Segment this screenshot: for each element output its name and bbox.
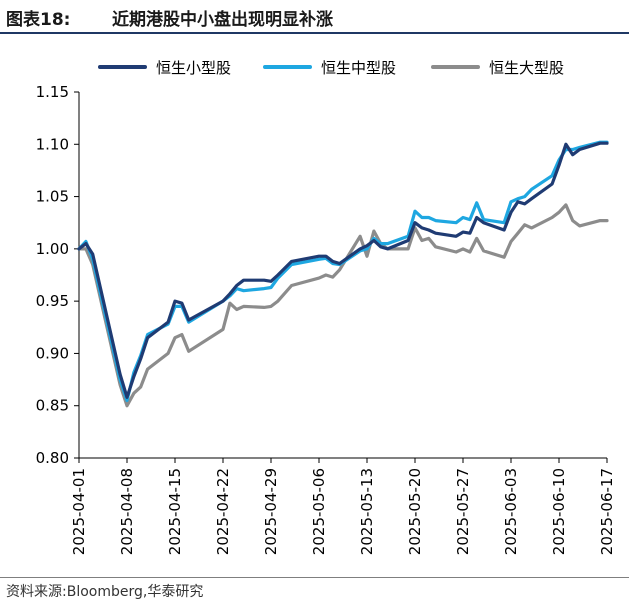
x-tick-label: 2025-05-13	[358, 468, 376, 555]
x-tick-label: 2025-04-29	[262, 468, 280, 555]
y-axis: 0.80 0.85 0.90 0.95 1.00 1.05 1.10 1.15	[36, 83, 80, 467]
x-tick-label: 2025-05-27	[454, 468, 472, 555]
y-tick-label: 0.80	[36, 449, 69, 467]
legend-item-2: 恒生大型股	[431, 59, 564, 77]
figure-title: 近期港股中小盘出现明显补涨	[112, 10, 333, 30]
y-tick-label: 1.15	[36, 83, 69, 101]
x-tick-label: 2025-05-20	[406, 468, 424, 555]
y-tick-label: 0.90	[36, 344, 69, 362]
series-line-2	[77, 203, 609, 408]
x-tick-label: 2025-04-01	[70, 468, 88, 555]
y-tick-label: 0.95	[36, 292, 69, 310]
x-tick-label: 2025-06-03	[502, 468, 520, 555]
source-note: 资料来源:Bloomberg,华泰研究	[6, 584, 204, 600]
x-tick-label: 2025-06-17	[598, 468, 616, 555]
legend-label: 恒生中型股	[321, 59, 396, 77]
series-line-0	[77, 141, 609, 399]
legend-label: 恒生小型股	[156, 59, 231, 77]
y-tick-label: 1.05	[36, 188, 69, 206]
x-axis: 2025-04-01 2025-04-08 2025-04-15 2025-04-22…	[70, 457, 616, 555]
figure-header: 图表18: 近期港股中小盘出现明显补涨	[0, 0, 629, 34]
legend-label: 恒生大型股	[489, 59, 564, 77]
y-tick-label: 0.85	[36, 397, 69, 415]
header-rule	[0, 32, 629, 34]
line-chart: 恒生小型股 恒生中型股 恒生大型股 0.80 0.85 0.90 0.95 1.00 1.05…	[36, 59, 616, 555]
x-tick-label: 2025-06-10	[550, 468, 568, 555]
plot-lines	[77, 140, 609, 408]
x-tick-label: 2025-04-08	[118, 468, 136, 555]
x-tick-label: 2025-04-22	[214, 468, 232, 555]
x-tick-label: 2025-04-15	[166, 468, 184, 555]
footer-rule	[0, 577, 629, 578]
figure-number: 图表18:	[6, 10, 71, 30]
y-tick-label: 1.00	[36, 240, 69, 258]
legend: 恒生小型股 恒生中型股 恒生大型股	[98, 59, 564, 77]
x-tick-label: 2025-05-06	[310, 468, 328, 555]
legend-item-1: 恒生中型股	[263, 59, 396, 77]
y-tick-label: 1.10	[36, 135, 69, 153]
legend-item-0: 恒生小型股	[98, 59, 231, 77]
